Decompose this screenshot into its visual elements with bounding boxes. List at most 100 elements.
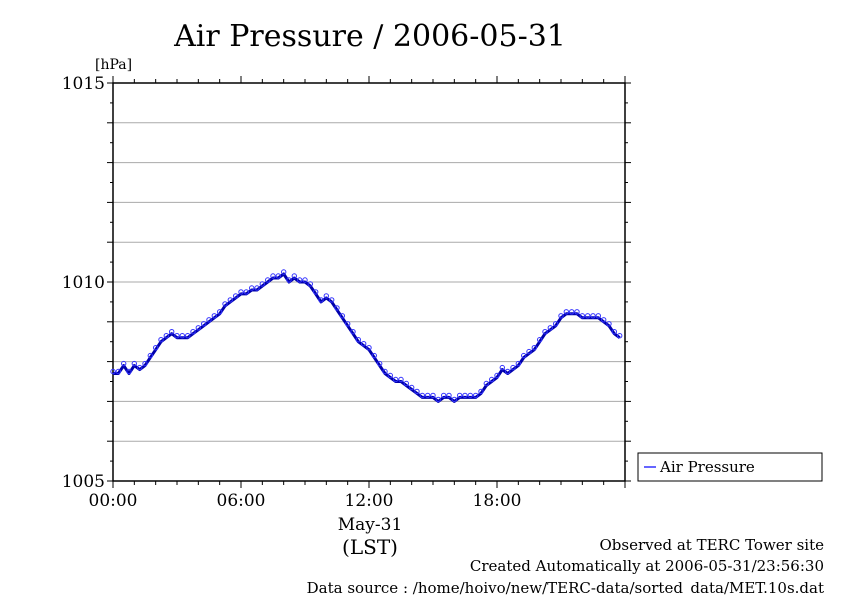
data-point: [542, 329, 548, 335]
data-point: [558, 313, 564, 319]
chart-title: Air Pressure / 2006-05-31: [173, 19, 566, 54]
data-point: [185, 333, 191, 339]
data-point: [398, 376, 404, 383]
data-point: [142, 360, 148, 367]
data-point: [147, 352, 154, 359]
data-point: [179, 333, 186, 339]
data-point: [307, 281, 313, 287]
data-point: [403, 380, 409, 387]
data-point: [313, 289, 319, 295]
series-air-pressure: [110, 269, 623, 403]
x-axis-label: (LST): [342, 535, 398, 559]
data-point: [366, 345, 372, 351]
data-point: [361, 341, 367, 347]
legend-entry-air-pressure: Air Pressure: [659, 458, 755, 476]
data-point: [270, 273, 276, 279]
data-point: [153, 345, 159, 351]
data-point: [419, 392, 425, 399]
data-point: [323, 293, 329, 299]
x-tick-label: 18:00: [473, 491, 522, 511]
axis-ticks: 1005 1010 1015 00:00 06:00 12:00 18:00: [62, 74, 631, 511]
footer-created-timestamp: Created Automatically at 2006-05-31/23:5…: [470, 557, 824, 575]
data-point: [510, 364, 516, 371]
data-point: [574, 309, 580, 315]
data-point: [563, 309, 569, 315]
data-point: [201, 321, 207, 327]
data-point: [254, 285, 260, 291]
data-point: [158, 337, 164, 343]
x-axis-date-label: May-31: [338, 515, 403, 535]
data-point: [451, 396, 457, 403]
data-point: [483, 380, 489, 387]
data-point: [190, 329, 196, 335]
data-point: [478, 388, 484, 395]
y-tick-label: 1005: [62, 472, 105, 492]
data-point: [281, 269, 287, 275]
data-point: [334, 305, 340, 311]
grid-lines: [113, 122, 625, 442]
data-point: [393, 376, 399, 383]
legend: Air Pressure: [637, 452, 823, 482]
data-point: [259, 281, 265, 287]
data-point: [617, 333, 623, 339]
data-point: [222, 301, 228, 307]
x-tick-label: 06:00: [217, 491, 266, 511]
data-point: [462, 392, 468, 399]
data-point: [601, 317, 607, 323]
data-point: [371, 352, 377, 359]
data-point: [169, 329, 175, 335]
data-point: [238, 289, 244, 295]
data-point: [211, 313, 218, 319]
data-point: [233, 293, 239, 299]
data-point: [489, 376, 495, 383]
data-point: [611, 329, 617, 335]
y-axis-unit-label: [hPa]: [95, 57, 132, 73]
data-point: [243, 289, 250, 295]
data-point: [297, 277, 303, 283]
data-point: [467, 392, 473, 399]
data-point: [499, 364, 505, 371]
data-point: [590, 313, 596, 319]
data-point: [441, 392, 447, 399]
data-point: [174, 333, 180, 339]
data-point: [121, 360, 127, 367]
data-point: [377, 360, 383, 367]
data-point: [473, 392, 479, 399]
data-point: [457, 392, 463, 399]
data-point: [526, 348, 532, 355]
data-point: [547, 325, 553, 331]
data-point: [265, 277, 271, 283]
data-point: [350, 329, 356, 335]
y-tick-label: 1015: [62, 74, 105, 94]
data-point: [355, 337, 361, 343]
data-point: [126, 368, 132, 375]
data-point: [227, 297, 234, 303]
x-tick-label: 12:00: [345, 491, 394, 511]
data-point: [291, 273, 297, 279]
data-point: [318, 297, 324, 303]
data-point: [425, 392, 431, 399]
data-point: [115, 368, 122, 375]
data-point: [286, 277, 292, 283]
data-point: [505, 368, 511, 375]
data-point: [606, 321, 612, 327]
footer-observed-site: Observed at TERC Tower site: [599, 536, 824, 554]
data-point: [195, 325, 202, 331]
data-point: [537, 337, 543, 343]
legend-box: [637, 452, 823, 482]
data-point: [446, 392, 452, 399]
data-point: [387, 372, 393, 379]
data-point: [414, 388, 420, 395]
data-point: [595, 313, 601, 319]
x-tick-label: 00:00: [89, 491, 138, 511]
data-point: [131, 360, 138, 367]
data-point: [329, 297, 335, 303]
data-point: [217, 309, 223, 315]
data-point: [275, 273, 281, 279]
data-point: [206, 317, 212, 323]
data-point: [531, 345, 537, 351]
data-point: [515, 360, 521, 367]
data-point: [382, 368, 388, 375]
footer-data-source: Data source : /home/hoivo/new/TERC-data/…: [307, 579, 824, 595]
